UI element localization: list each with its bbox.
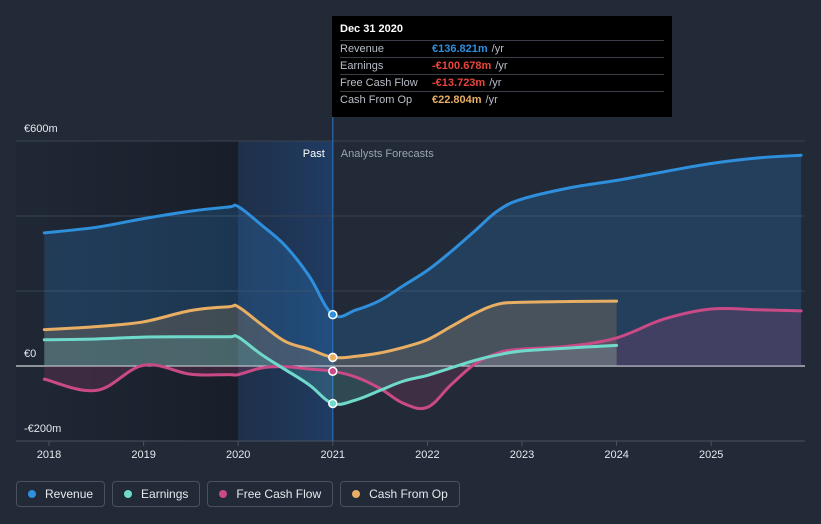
tooltip-label: Cash From Op	[340, 94, 413, 106]
revenue-dot-icon	[28, 490, 36, 498]
legend-item-earnings[interactable]: Earnings	[112, 481, 201, 507]
tooltip-value: €136.821m	[432, 43, 488, 55]
tooltip-value: -€100.678m	[432, 60, 492, 72]
revenue-line	[42, 153, 803, 319]
tooltip-date: Dec 31 2020	[340, 23, 403, 35]
y-axis-label: €0	[24, 348, 36, 360]
tooltip-value: -€13.723m	[432, 77, 486, 89]
tooltip-row-revenue: Revenue €136.821m /yr	[340, 40, 664, 57]
x-tick-label: 2022	[415, 449, 439, 461]
x-tick-label: 2018	[37, 449, 61, 461]
tooltip-unit: /yr	[489, 77, 502, 89]
legend-item-revenue[interactable]: Revenue	[16, 481, 106, 507]
forecast-label: Analysts Forecasts	[341, 148, 434, 160]
legend-item-free-cash-flow[interactable]: Free Cash Flow	[207, 481, 334, 507]
tooltip-row-free-cash-flow: Free Cash Flow -€13.723m /yr	[340, 74, 664, 91]
free-cash-flow-dot-icon	[219, 490, 228, 498]
legend-label: Free Cash Flow	[236, 487, 322, 501]
free-cash-flow-marker	[328, 366, 338, 376]
x-tick-label: 2020	[226, 449, 250, 461]
chart-legend: Revenue Earnings Free Cash Flow Cash Fro…	[16, 481, 460, 507]
free-cash-flow-area	[44, 308, 802, 409]
legend-label: Cash From Op	[369, 487, 448, 501]
x-tick-label: 2025	[699, 449, 723, 461]
cash-from-op-line	[42, 299, 619, 360]
legend-label: Revenue	[45, 487, 94, 501]
x-tick-label: 2024	[604, 449, 628, 461]
earnings-dot-icon	[124, 490, 133, 498]
free-cash-flow-line	[42, 306, 803, 411]
earnings-marker	[328, 398, 338, 409]
x-tick-label: 2023	[510, 449, 534, 461]
revenue-marker	[328, 309, 338, 320]
x-tick-label: 2021	[321, 449, 345, 461]
past-label: Past	[303, 148, 325, 160]
tooltip-value: €22.804m	[432, 94, 482, 106]
y-axis-label: -€200m	[24, 423, 61, 435]
legend-label: Earnings	[141, 487, 189, 501]
tooltip-label: Earnings	[340, 60, 384, 72]
tooltip-row-cash-from-op: Cash From Op €22.804m /yr	[340, 91, 664, 108]
tooltip-label: Free Cash Flow	[340, 77, 418, 89]
revenue-area	[44, 155, 802, 366]
cash-from-op-dot-icon	[352, 490, 361, 498]
tooltip-label: Revenue	[340, 43, 385, 55]
tooltip-unit: /yr	[495, 60, 508, 72]
data-tooltip: Dec 31 2020 Revenue €136.821m /yr Earnin…	[332, 16, 672, 117]
earnings-line	[42, 334, 619, 406]
y-axis-label: €600m	[24, 123, 58, 135]
tooltip-unit: /yr	[491, 43, 504, 55]
cash-from-op-area	[44, 301, 617, 366]
tooltip-row-earnings: Earnings -€100.678m /yr	[340, 57, 664, 74]
legend-item-cash-from-op[interactable]: Cash From Op	[340, 481, 460, 507]
cash-from-op-marker	[328, 352, 338, 363]
x-tick-label: 2019	[131, 449, 155, 461]
tooltip-unit: /yr	[485, 94, 498, 106]
